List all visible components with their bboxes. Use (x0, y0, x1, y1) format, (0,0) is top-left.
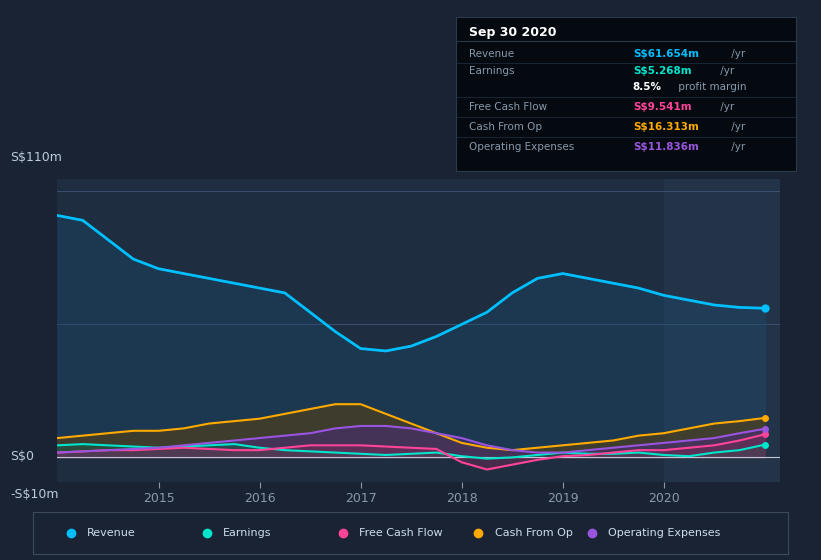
Text: Revenue: Revenue (470, 49, 515, 59)
Text: Operating Expenses: Operating Expenses (470, 142, 575, 152)
Text: S$61.654m: S$61.654m (633, 49, 699, 59)
Text: S$9.541m: S$9.541m (633, 102, 691, 112)
Text: Cash From Op: Cash From Op (470, 122, 543, 132)
Text: Free Cash Flow: Free Cash Flow (470, 102, 548, 112)
Text: 8.5%: 8.5% (633, 82, 662, 92)
Text: Sep 30 2020: Sep 30 2020 (470, 26, 557, 39)
Text: /yr: /yr (728, 142, 745, 152)
Text: /yr: /yr (718, 67, 735, 77)
Text: Revenue: Revenue (87, 529, 136, 538)
Text: Operating Expenses: Operating Expenses (608, 529, 721, 538)
Text: S$5.268m: S$5.268m (633, 67, 691, 77)
Text: profit margin: profit margin (675, 82, 746, 92)
Text: S$110m: S$110m (11, 151, 62, 164)
Text: Earnings: Earnings (223, 529, 272, 538)
Bar (663, 179, 780, 482)
Text: Free Cash Flow: Free Cash Flow (359, 529, 443, 538)
Text: /yr: /yr (728, 122, 745, 132)
Text: -S$10m: -S$10m (11, 488, 59, 501)
Text: /yr: /yr (728, 49, 745, 59)
Text: /yr: /yr (718, 102, 735, 112)
Text: Cash From Op: Cash From Op (495, 529, 573, 538)
Text: Earnings: Earnings (470, 67, 515, 77)
Text: S$11.836m: S$11.836m (633, 142, 699, 152)
Text: S$0: S$0 (11, 450, 34, 463)
Text: S$16.313m: S$16.313m (633, 122, 699, 132)
